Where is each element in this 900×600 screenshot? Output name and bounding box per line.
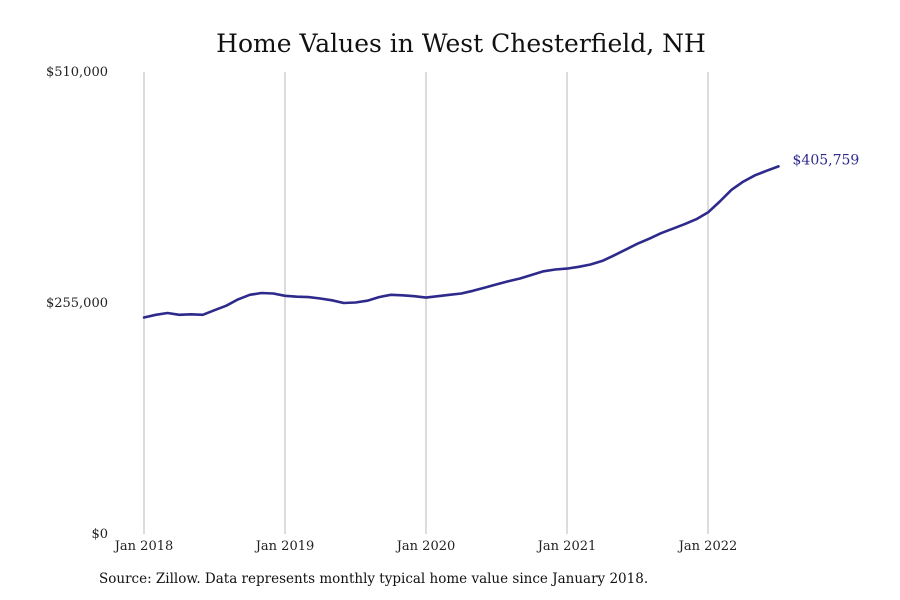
x-tick-label: Jan 2022 xyxy=(677,539,738,554)
vertical-gridlines xyxy=(143,72,709,534)
chart-title: Home Values in West Chesterfield, NH xyxy=(216,29,706,58)
y-tick-label: $255,000 xyxy=(46,296,108,311)
x-tick-label: Jan 2020 xyxy=(395,539,456,554)
source-note: Source: Zillow. Data represents monthly … xyxy=(99,571,649,587)
x-tick-label: Jan 2021 xyxy=(536,539,597,554)
y-axis-tick-labels: $0 $255,000 $510,000 xyxy=(46,65,108,542)
y-tick-label: $0 xyxy=(91,527,108,542)
y-tick-label: $510,000 xyxy=(46,65,108,80)
end-value-label: $405,759 xyxy=(793,152,860,168)
series-line-home-value xyxy=(142,165,780,319)
x-tick-label: Jan 2019 xyxy=(254,539,315,554)
x-tick-label: Jan 2018 xyxy=(113,539,174,554)
x-axis-tick-labels: Jan 2018 Jan 2019 Jan 2020 Jan 2021 Jan 2022 xyxy=(113,539,738,554)
